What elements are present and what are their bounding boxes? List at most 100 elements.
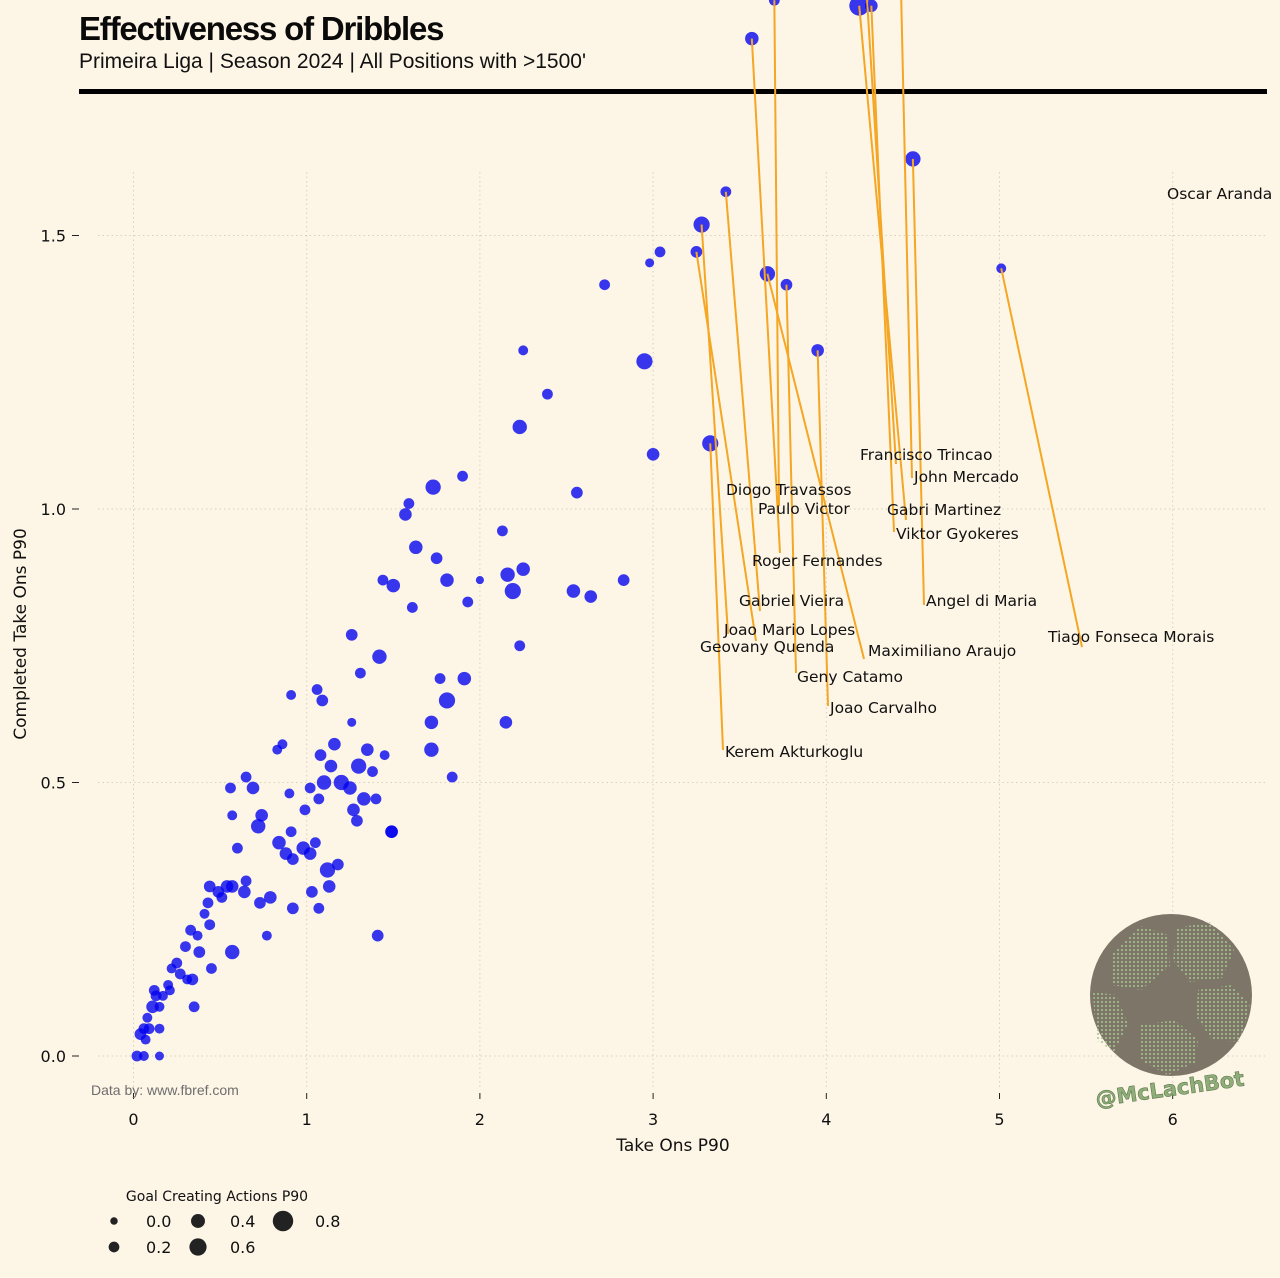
point-label: Oscar Aranda	[1167, 185, 1272, 203]
data-points	[131, 0, 1007, 1062]
soccer-ball-patches	[1093, 922, 1250, 1075]
data-point	[225, 944, 240, 960]
legend-size-marker	[191, 1214, 205, 1228]
leader-line	[709, 443, 724, 751]
data-point	[286, 853, 299, 865]
data-point	[370, 793, 382, 805]
x-tick-label: 5	[994, 1110, 1004, 1129]
data-point	[285, 826, 297, 838]
data-point	[131, 1050, 143, 1062]
data-point	[220, 880, 234, 893]
data-point	[377, 574, 389, 586]
data-point	[324, 759, 338, 773]
leader-line	[900, 0, 913, 479]
data-point	[379, 750, 390, 761]
point-label: John Mercado	[913, 468, 1019, 486]
data-point	[304, 782, 316, 794]
data-point	[264, 891, 277, 904]
legend-size-label: 0.6	[230, 1238, 255, 1257]
leader-line	[785, 284, 797, 674]
legend-size-label: 0.8	[315, 1212, 340, 1231]
data-point	[542, 388, 553, 400]
data-point	[180, 941, 191, 952]
legend-size-marker	[108, 1241, 120, 1253]
point-label: Gabriel Vieira	[739, 592, 844, 610]
data-point	[322, 880, 336, 893]
data-point	[351, 814, 363, 827]
data-point	[372, 649, 387, 664]
data-point	[216, 891, 228, 903]
y-tick-label: 1.5	[41, 227, 66, 246]
data-point	[438, 692, 456, 709]
data-point	[516, 562, 530, 576]
data-point	[409, 540, 423, 555]
watermark-badge: @McLachBot	[1090, 914, 1252, 1112]
data-point	[174, 968, 186, 980]
grid	[98, 172, 1267, 1090]
data-point	[206, 963, 217, 974]
data-point	[406, 602, 418, 613]
legend-title: Goal Creating Actions P90	[126, 1189, 308, 1205]
data-point	[188, 1001, 200, 1013]
point-label: Joao Carvalho	[829, 699, 937, 717]
data-point	[347, 717, 357, 727]
x-tick-label: 1	[302, 1110, 312, 1129]
page-subtitle: Primeira Liga | Season 2024 | All Positi…	[79, 50, 586, 73]
data-point	[140, 1034, 151, 1045]
y-tick-label: 0.0	[41, 1047, 66, 1066]
page-title: Effectiveness of Dribbles	[79, 10, 444, 47]
data-point	[232, 842, 243, 854]
data-point	[571, 486, 583, 499]
data-point	[497, 525, 508, 537]
leader-line	[695, 251, 757, 642]
data-point	[371, 929, 384, 942]
data-point	[457, 470, 468, 482]
data-point	[203, 880, 216, 893]
data-point	[319, 862, 336, 878]
data-point	[306, 886, 318, 898]
point-labels: Oscar Aranda Francisco Trincao John Mercad…	[700, 185, 1272, 761]
data-point	[254, 896, 266, 909]
leader-line	[724, 191, 761, 612]
data-point	[150, 990, 162, 1002]
data-point	[313, 902, 325, 914]
data-point	[462, 596, 474, 608]
data-point	[434, 673, 446, 684]
data-point	[143, 1023, 155, 1035]
leader-line	[870, 5, 895, 533]
data-point	[303, 847, 317, 860]
legend-size-marker	[110, 1217, 118, 1225]
data-point	[238, 885, 251, 899]
legend-size-marker	[189, 1238, 207, 1256]
source-note: Data by: www.fbref.com	[91, 1082, 239, 1098]
data-point	[500, 567, 515, 582]
data-point	[332, 858, 344, 871]
data-point	[227, 810, 238, 821]
data-point	[440, 573, 454, 587]
data-point	[199, 908, 210, 919]
data-point	[311, 684, 323, 695]
data-point	[154, 1051, 164, 1061]
data-point	[347, 803, 360, 817]
data-point	[425, 479, 441, 495]
leader-line	[700, 224, 729, 635]
data-point	[286, 902, 299, 915]
data-point	[272, 835, 286, 850]
data-point	[446, 771, 458, 783]
data-point	[403, 498, 415, 509]
point-label: Diogo Travassos	[726, 481, 851, 499]
data-point	[309, 837, 321, 849]
point-label: Tiago Fonseca Morais	[1047, 628, 1214, 646]
x-tick-label: 4	[821, 1110, 831, 1129]
point-label: Paulo Victor	[758, 500, 850, 518]
point-label: Maximiliano Araujo	[868, 642, 1016, 660]
legend-size-label: 0.0	[146, 1212, 171, 1231]
size-legend: Goal Creating Actions P90 0.0 0.2 0.4 0.6 0.…	[108, 1189, 340, 1257]
data-point	[566, 584, 581, 598]
data-point	[514, 640, 526, 652]
data-point	[154, 1023, 165, 1034]
data-point	[584, 590, 598, 603]
data-point	[357, 792, 371, 806]
data-point	[251, 819, 266, 834]
